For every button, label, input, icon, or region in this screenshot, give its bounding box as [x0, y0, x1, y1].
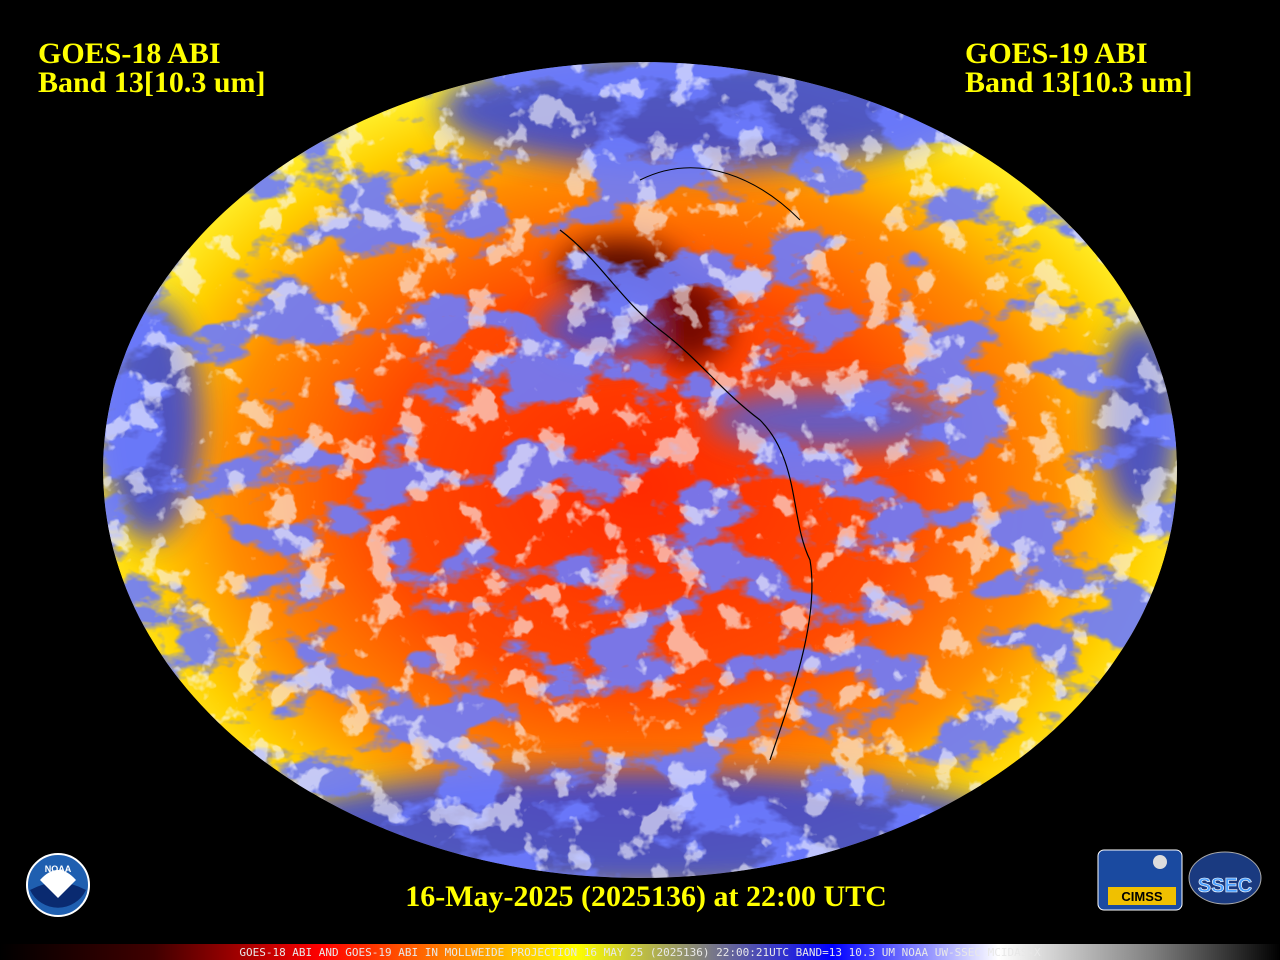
noaa-logo: NOAA [26, 853, 90, 917]
footer-text: GOES-18 ABI AND GOES-19 ABI IN MOLLWEIDE… [239, 946, 1041, 959]
left-satellite: GOES-18 ABI [38, 37, 221, 70]
coastline [639, 167, 801, 221]
coastline [559, 229, 813, 761]
left-band: Band 13[10.3 um] [38, 66, 266, 99]
noaa-text: NOAA [45, 864, 72, 874]
right-band: Band 13[10.3 um] [965, 66, 1193, 99]
cimss-text: CIMSS [1121, 889, 1163, 904]
ssec-text: SSEC [1198, 875, 1252, 897]
color-bar [0, 944, 1280, 960]
globe [103, 62, 1177, 878]
right-satellite: GOES-19 ABI [965, 37, 1148, 70]
timestamp: 16-May-2025 (2025136) at 22:00 UTC [405, 880, 887, 913]
cimss-logo: CIMSS [1097, 849, 1183, 911]
ssec-logo: SSEC [1188, 851, 1262, 905]
